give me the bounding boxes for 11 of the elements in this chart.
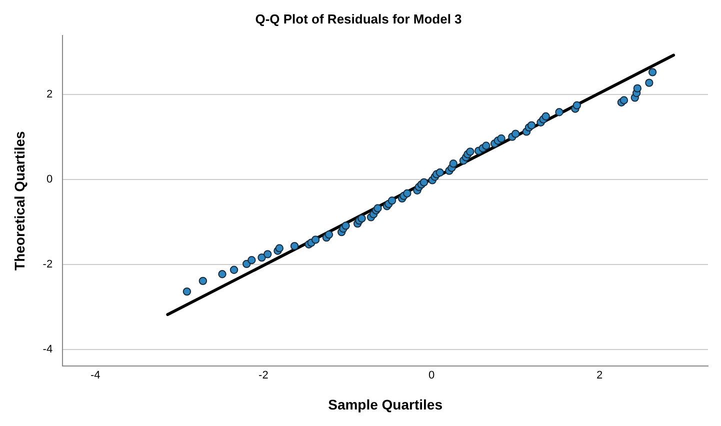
y-tick-label: 2 bbox=[46, 88, 53, 100]
y-tick-label: -2 bbox=[42, 258, 53, 270]
x-tick-label: 0 bbox=[428, 370, 435, 382]
y-tick-label: 0 bbox=[46, 173, 53, 186]
x-tick-label: -4 bbox=[90, 370, 100, 382]
y-tick-label: -4 bbox=[42, 343, 53, 356]
x-axis-title: Sample Quartiles bbox=[328, 396, 443, 412]
x-tick-label: -2 bbox=[258, 370, 268, 382]
chart-title: Q-Q Plot of Residuals for Model 3 bbox=[255, 11, 462, 26]
x-tick-label: 2 bbox=[596, 370, 603, 382]
y-axis-title: Theoretical Quartiles bbox=[11, 130, 28, 270]
